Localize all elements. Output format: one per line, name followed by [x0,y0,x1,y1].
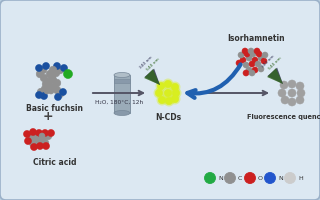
Circle shape [297,89,305,97]
Circle shape [156,95,167,106]
Circle shape [39,133,45,139]
Circle shape [43,142,50,150]
Circle shape [170,94,180,104]
Ellipse shape [114,110,130,116]
Text: H₂O, 180°C, 12h: H₂O, 180°C, 12h [95,99,143,104]
Circle shape [156,80,166,92]
Circle shape [63,70,73,78]
Text: Isorhamnetin: Isorhamnetin [227,34,285,43]
Circle shape [53,86,61,94]
Circle shape [47,130,54,136]
Circle shape [49,76,57,84]
Circle shape [49,66,57,74]
Bar [114,75,130,113]
Circle shape [44,88,50,94]
Circle shape [155,89,163,97]
Circle shape [248,48,254,54]
Circle shape [56,90,64,98]
Text: H: H [298,176,303,180]
Circle shape [36,92,43,98]
Circle shape [41,85,49,93]
Circle shape [50,83,58,91]
Circle shape [39,66,47,74]
Circle shape [288,98,296,106]
Circle shape [30,144,37,150]
Circle shape [25,138,31,144]
Text: Basic fuchsin: Basic fuchsin [27,104,84,113]
Text: N: N [278,176,283,180]
Circle shape [43,62,50,70]
Circle shape [157,82,165,90]
Circle shape [36,130,43,136]
Circle shape [243,70,249,76]
Circle shape [246,55,252,61]
Text: Citric acid: Citric acid [33,158,77,167]
Circle shape [53,79,61,87]
Circle shape [288,80,296,88]
Circle shape [164,89,172,97]
Circle shape [254,48,260,54]
Circle shape [170,82,180,92]
Circle shape [36,64,43,72]
Circle shape [244,51,250,57]
Circle shape [243,62,249,68]
Circle shape [163,78,173,90]
Circle shape [249,61,255,67]
Circle shape [171,88,181,98]
Circle shape [42,80,50,88]
Circle shape [38,135,46,143]
Circle shape [165,97,173,105]
Text: Fluorescence quenching: Fluorescence quenching [247,114,320,120]
Circle shape [23,130,30,138]
Circle shape [40,74,48,82]
Circle shape [48,73,56,81]
Circle shape [246,67,252,73]
Circle shape [288,89,296,97]
Ellipse shape [114,72,130,77]
Bar [114,79,130,83]
Text: N: N [218,176,223,180]
Circle shape [262,52,268,58]
Text: C: C [238,176,242,180]
Circle shape [236,60,242,66]
Circle shape [265,172,276,184]
Circle shape [33,136,39,142]
Circle shape [36,142,44,150]
Circle shape [44,78,52,86]
Circle shape [158,96,166,104]
Text: 540 nm: 540 nm [268,56,282,71]
Circle shape [281,96,289,104]
Polygon shape [268,68,283,84]
Circle shape [278,89,286,97]
Circle shape [45,83,53,91]
Circle shape [242,48,248,54]
Text: 340 nm: 340 nm [261,55,275,69]
Text: 340 nm: 340 nm [139,56,153,70]
Circle shape [154,88,164,98]
Circle shape [252,57,258,63]
Circle shape [244,172,255,184]
Circle shape [29,129,36,136]
Circle shape [261,58,267,64]
Text: O: O [258,176,263,180]
Circle shape [44,132,52,140]
Circle shape [164,96,174,106]
Circle shape [26,134,34,142]
Circle shape [280,81,288,89]
Circle shape [54,94,61,100]
Circle shape [60,88,67,96]
Circle shape [164,80,172,88]
Circle shape [238,52,244,58]
Circle shape [240,57,246,63]
Polygon shape [145,69,160,85]
Circle shape [252,67,258,73]
Circle shape [48,88,54,94]
Polygon shape [267,68,283,84]
Circle shape [249,70,255,76]
Circle shape [41,92,47,99]
Circle shape [296,96,304,104]
Circle shape [46,70,54,78]
Circle shape [258,66,264,72]
Circle shape [42,130,49,136]
